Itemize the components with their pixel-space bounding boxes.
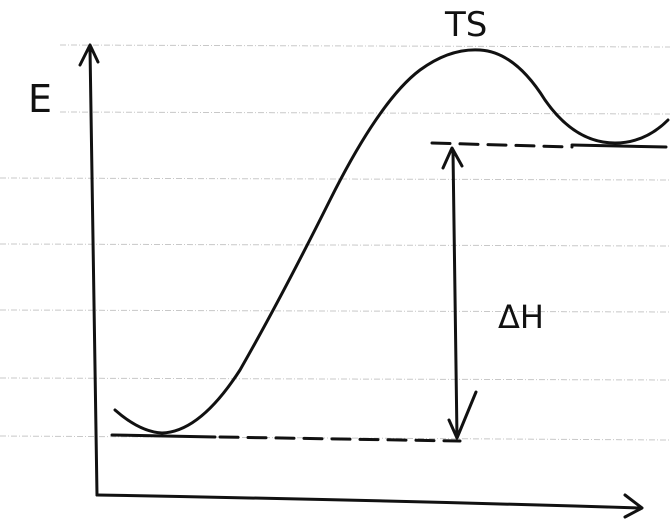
product-level	[572, 145, 666, 147]
energy-curve	[115, 50, 668, 433]
ruled-line	[0, 178, 670, 180]
ruled-line	[0, 310, 670, 312]
enthalpy-change-label: ΔH	[498, 298, 544, 336]
transition-state-label: TS	[444, 5, 487, 45]
energy-diagram: E TS ΔH	[0, 0, 670, 519]
enthalpy-arrow	[443, 148, 476, 438]
reactant-level	[112, 435, 215, 437]
x-axis	[97, 495, 642, 517]
ruled-lines	[0, 45, 670, 440]
ruled-line	[0, 244, 670, 246]
reactant-dashed-line	[220, 437, 460, 441]
product-dashed-line	[432, 143, 572, 147]
energy-axis-label: E	[28, 77, 52, 121]
ruled-line	[60, 45, 670, 47]
ruled-line	[0, 378, 670, 380]
ruled-line	[60, 112, 670, 114]
